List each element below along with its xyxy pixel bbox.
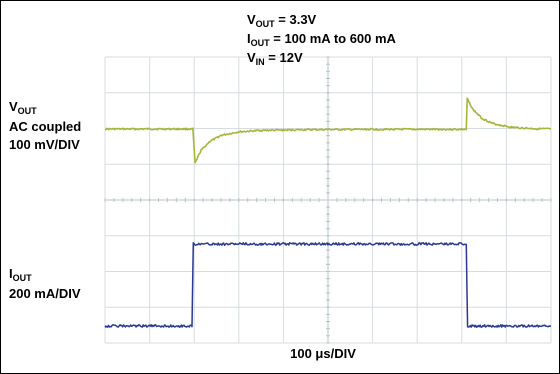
title-line-3: VIN = 12V: [247, 50, 303, 67]
grid: [104, 56, 552, 344]
vout-scale-label: 100 mV/DIV: [9, 137, 80, 152]
time-base-label: 100 μs/DIV: [290, 346, 356, 361]
iout-scale-label: 200 mA/DIV: [9, 286, 81, 301]
traces: [104, 97, 552, 328]
vout-trace: [104, 97, 552, 164]
title-line-1: VOUT = 3.3V: [247, 12, 317, 29]
iout-trace: [104, 242, 551, 328]
title-line-2: IOUT = 100 mA to 600 mA: [247, 31, 397, 48]
iout-channel-name: IOUT: [9, 266, 32, 283]
vout-channel-name: VOUT: [9, 99, 37, 116]
vout-coupling-label: AC coupled: [9, 119, 81, 134]
